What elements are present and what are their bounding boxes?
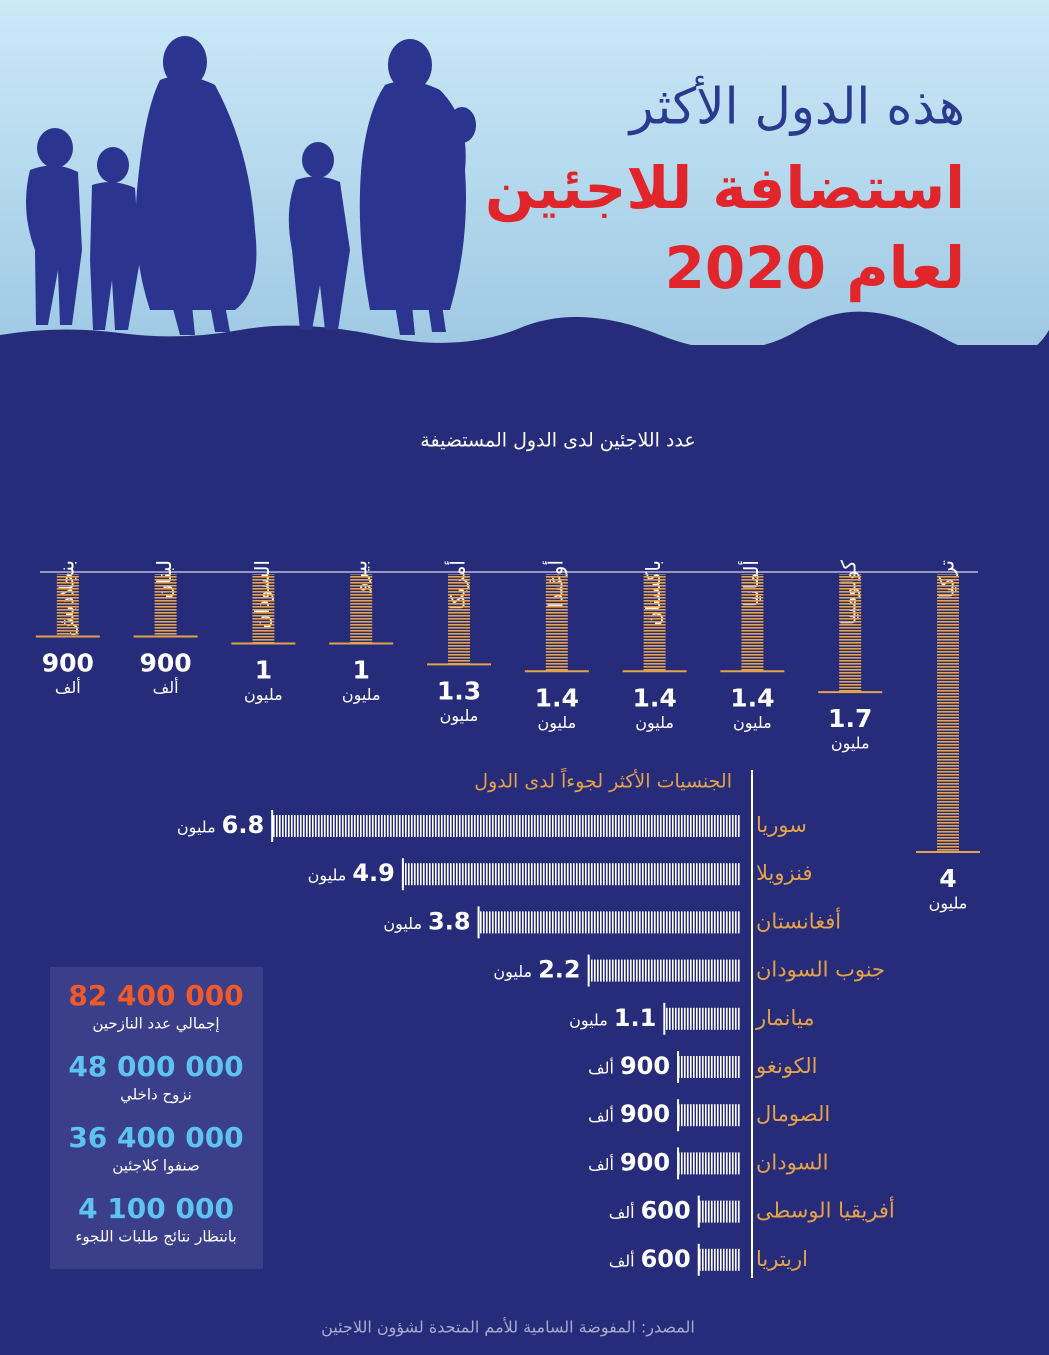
value-label: 1.4 (730, 683, 774, 712)
value-label: 1.4 (535, 683, 579, 712)
bar (839, 574, 862, 693)
value-label: 900 (620, 1100, 670, 1128)
bar (937, 574, 959, 852)
unit-label: مليون (177, 818, 216, 838)
bar (664, 1007, 740, 1030)
unit-label: مليون (383, 914, 422, 934)
chart2-title: الجنسيات الأكثر لجوءاً لدى الدول (474, 767, 732, 792)
bar (56, 574, 79, 637)
category-label: السودان (756, 1150, 828, 1174)
unit-label: مليون (244, 685, 283, 705)
bar (448, 574, 470, 665)
value-label: 900 (140, 649, 192, 678)
unit-label: ألف (588, 1154, 614, 1174)
value-label: 4 (939, 864, 956, 893)
chart1-title: عدد اللاجئين لدى الدول المستضيفة (420, 430, 695, 452)
stat-label: إجمالي عدد النازحين (92, 1015, 219, 1034)
unit-label: مليون (569, 1010, 608, 1030)
bar (698, 1200, 740, 1223)
bar (643, 574, 666, 672)
category-label: جنوب السودان (756, 958, 885, 982)
ground (0, 311, 1049, 358)
category-label: ميانمار (755, 1006, 815, 1030)
unit-label: مليون (929, 894, 968, 914)
value-label: 1 (255, 656, 272, 685)
bar (698, 1248, 740, 1271)
unit-label: مليون (635, 713, 674, 733)
value-label: 2.2 (538, 956, 581, 984)
value-label: 1.1 (614, 1004, 657, 1032)
title-line3: لعام 2020 (665, 234, 965, 302)
bar (741, 574, 764, 672)
unit-label: مليون (733, 713, 772, 733)
bar (154, 574, 177, 637)
category-label: سوريا (756, 813, 807, 837)
value-label: 1 (352, 656, 369, 685)
value-label: 1.4 (632, 683, 676, 712)
unit-label: ألف (588, 1058, 614, 1078)
bar (350, 574, 373, 644)
bar (588, 959, 740, 982)
unit-label: مليون (308, 866, 347, 886)
value-label: 600 (641, 1245, 691, 1273)
category-label: الكونغو (755, 1054, 818, 1078)
unit-label: مليون (342, 685, 381, 705)
stats-box (50, 967, 263, 1269)
category-label: اريتريا (756, 1247, 808, 1271)
category-label: أفغانستان (756, 907, 841, 933)
bar (478, 911, 740, 934)
bar (252, 574, 275, 644)
bar (678, 1056, 740, 1078)
stat-label: صنفوا كلاجئين (112, 1157, 199, 1175)
unit-label: ألف (609, 1202, 635, 1222)
source: المصدر: المفوضة السامية للأمم المتحدة لش… (321, 1317, 695, 1338)
unit-label: مليون (537, 713, 576, 733)
unit-label: ألف (55, 677, 81, 697)
unit-label: ألف (588, 1106, 614, 1126)
bar (678, 1104, 740, 1127)
unit-label: مليون (493, 962, 532, 982)
bar (402, 863, 740, 886)
stat-value: 36 400 000 (68, 1121, 243, 1154)
category-label: فنزويلا (756, 861, 812, 885)
category-label: الصومال (756, 1102, 830, 1126)
value-label: 4.9 (352, 859, 395, 887)
unit-label: ألف (153, 677, 179, 697)
unit-label: مليون (440, 706, 479, 726)
category-label: أفريقيا الوسطى (756, 1197, 895, 1223)
stat-label: بانتظار نتائج طلبات اللجوء (75, 1228, 236, 1246)
stat-value: 4 100 000 (78, 1192, 234, 1225)
value-label: 900 (620, 1052, 670, 1080)
title-line2: استضافة للاجئين (485, 154, 965, 223)
bar (678, 1152, 740, 1175)
unit-label: مليون (831, 734, 870, 754)
bar (545, 574, 568, 672)
value-label: 3.8 (428, 907, 471, 935)
stat-value: 48 000 000 (68, 1050, 243, 1083)
value-label: 900 (42, 649, 94, 678)
title-line1: هذه الدول الأكثر (627, 76, 965, 137)
silhouettes (26, 36, 476, 335)
bar (272, 815, 740, 837)
value-label: 600 (641, 1197, 691, 1225)
stat-value: 82 400 000 (68, 979, 243, 1012)
stat-label: نزوح داخلي (120, 1086, 192, 1105)
unit-label: ألف (609, 1250, 635, 1270)
value-label: 900 (620, 1148, 670, 1176)
value-label: 1.7 (828, 704, 872, 733)
value-label: 6.8 (222, 811, 265, 839)
value-label: 1.3 (437, 676, 481, 705)
